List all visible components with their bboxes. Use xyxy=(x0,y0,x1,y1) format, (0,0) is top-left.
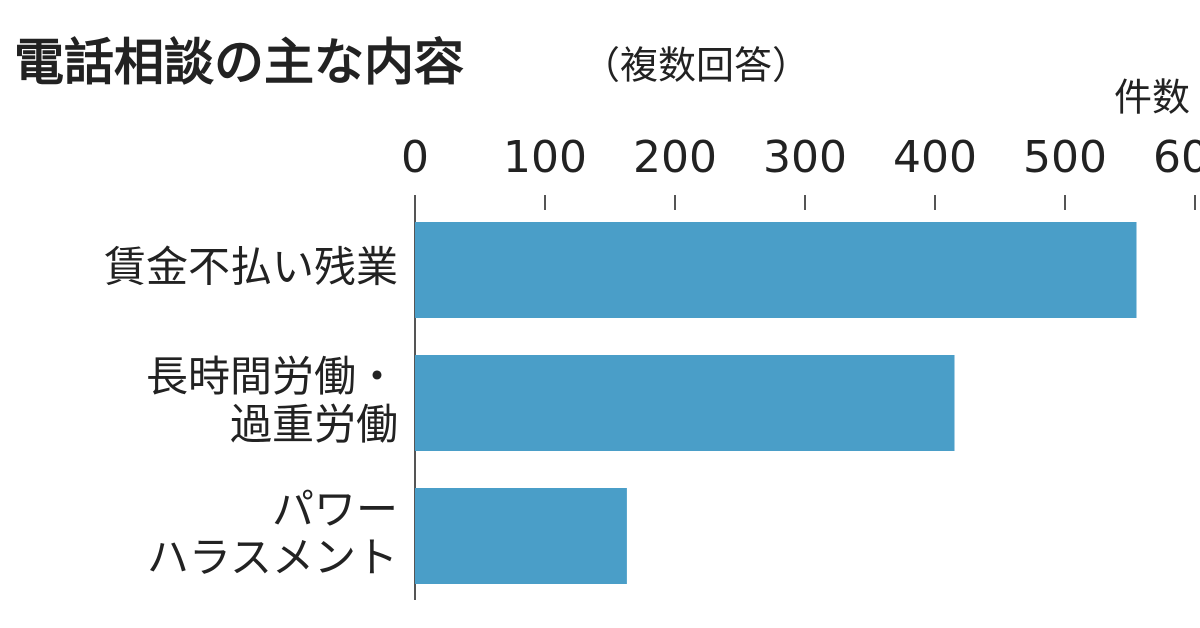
label-line: パワー xyxy=(272,485,398,534)
x-tick-label: 500 xyxy=(1023,132,1107,183)
bar xyxy=(415,222,1137,318)
label-line: ハラスメント xyxy=(147,533,398,582)
y-tick-label: 賃金不払い残業 xyxy=(104,243,398,292)
chart-subtitle: （複数回答） xyxy=(582,44,810,88)
y-tick-label: 長時間労働・過重労働 xyxy=(146,352,398,449)
x-tick-label: 200 xyxy=(633,132,717,183)
chart-title: 電話相談の主な内容 xyxy=(14,34,464,92)
x-tick-label: 300 xyxy=(763,132,847,183)
axis-label: 件数 xyxy=(1114,76,1190,120)
x-tick-label: 100 xyxy=(503,132,587,183)
label-line: 過重労働 xyxy=(230,400,398,449)
y-tick-label: パワーハラスメント xyxy=(147,485,398,582)
x-tick-label: 0 xyxy=(401,132,429,183)
bar xyxy=(415,355,955,451)
x-tick-label: 600 xyxy=(1153,132,1200,183)
x-tick-label: 400 xyxy=(893,132,977,183)
label-line: 長時間労働・ xyxy=(146,352,398,401)
bar xyxy=(415,488,627,584)
